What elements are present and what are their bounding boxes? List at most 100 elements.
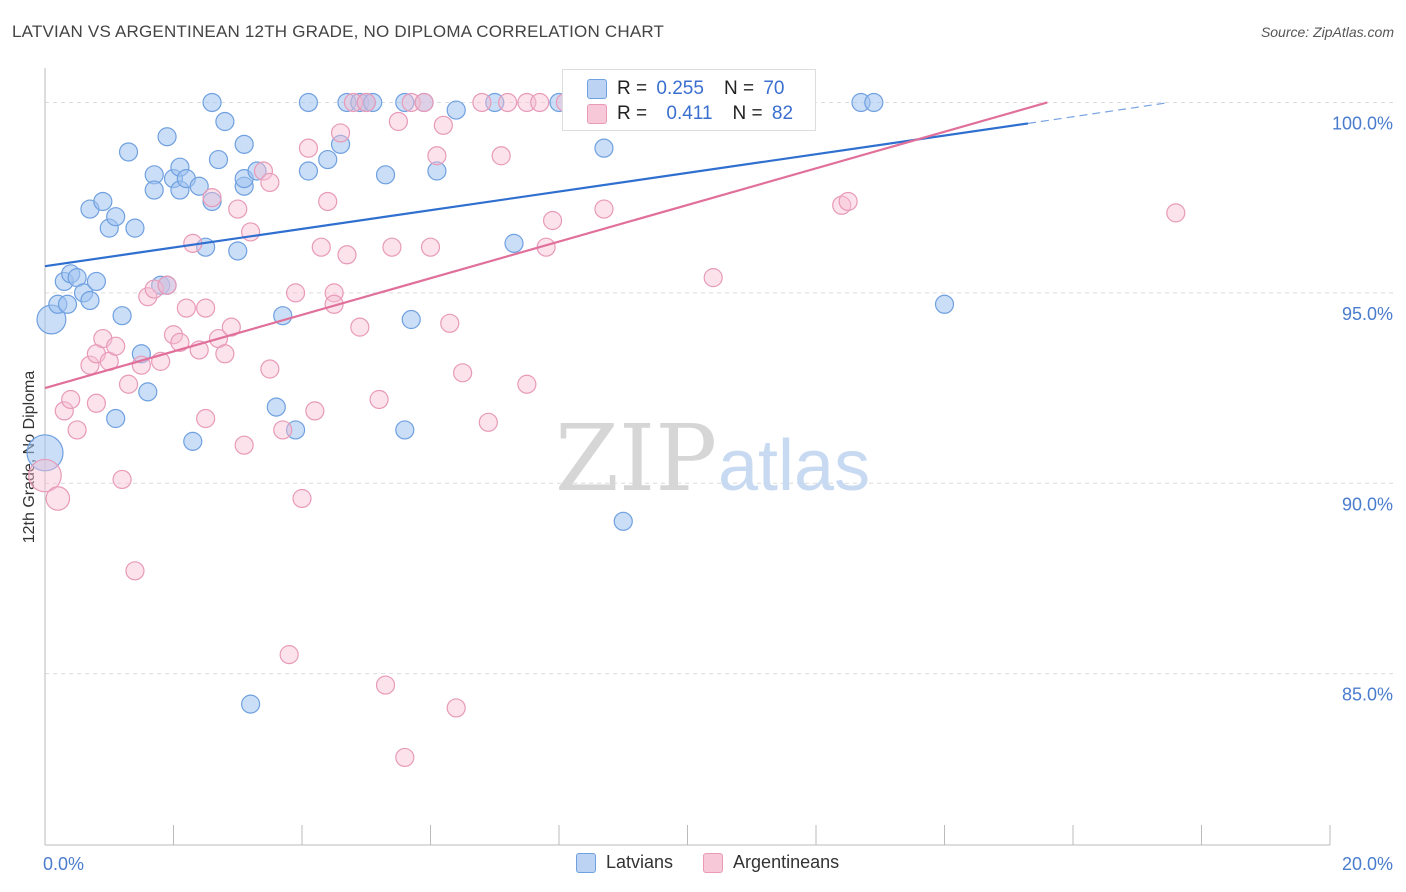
trend-lines [44, 101, 1170, 390]
latvian-point [157, 127, 177, 147]
latvian-point [594, 138, 614, 158]
argentinean-point [1166, 203, 1186, 223]
latvian-point [395, 420, 415, 440]
argentinean-trend-line [44, 101, 1048, 390]
argentinean-point [388, 111, 408, 132]
argentinean-point [530, 92, 550, 113]
argentinean-point [260, 359, 280, 379]
r-label: R = [617, 103, 648, 124]
argentinean-point [170, 332, 190, 352]
stats-legend: R = 0.255 N = 70 R = 0.411 N = 82 [562, 69, 816, 131]
argentinean-point [196, 408, 216, 429]
argentinean-point [330, 123, 351, 143]
argentinean-point [163, 325, 184, 345]
latvian-point [86, 271, 107, 292]
argentinean-point [298, 138, 319, 158]
argentinean-point [28, 458, 62, 493]
latvian-point [934, 294, 955, 314]
latvian-point [118, 142, 139, 162]
latvian-point [864, 92, 884, 113]
argentinean-point [375, 675, 396, 695]
legend-item-latvians: Latvians [576, 852, 673, 873]
argentinean-point [125, 561, 145, 581]
argentinean-point [311, 237, 331, 257]
argentinean-point [427, 146, 447, 166]
latvian-point [183, 431, 203, 451]
latvian-point [208, 149, 229, 170]
argentinean-point [196, 298, 216, 318]
latvian-point [298, 92, 319, 113]
argentineans-swatch [587, 104, 607, 124]
latvian-point [241, 694, 261, 714]
stats-row-argentineans: R = 0.411 N = 82 [587, 102, 793, 126]
argentinean-point [324, 283, 344, 303]
chart-title: LATVIAN VS ARGENTINEAN 12TH GRADE, NO DI… [12, 22, 665, 41]
argentinean-point [472, 92, 492, 113]
latvian-point [144, 180, 164, 200]
latvian-point [57, 294, 78, 314]
latvian-point [266, 397, 286, 417]
argentinean-point [337, 245, 357, 265]
argentinean-point [838, 191, 858, 212]
argentinean-point [324, 294, 344, 314]
latvian-point [395, 92, 415, 113]
y-tick-label: 95.0% [1342, 304, 1393, 324]
r-value: 0.255 [656, 78, 704, 99]
watermark-atlas: atlas [718, 426, 870, 506]
latvian-point [247, 161, 267, 181]
argentinean-point [542, 210, 563, 231]
argentinean-point [498, 92, 518, 113]
x-tick-label: 0.0% [43, 854, 84, 874]
legend-label: Latvians [606, 852, 674, 872]
argentinean-point [453, 363, 473, 383]
n-label: N = [732, 103, 763, 124]
argentinean-point [305, 401, 325, 421]
latvian-point [446, 100, 466, 120]
r-label: R = [617, 78, 648, 99]
latvian-point [228, 241, 248, 261]
argentinean-point [228, 199, 248, 219]
latvian-trend-extension [1027, 101, 1170, 124]
source-label: Source: ZipAtlas.com [1260, 24, 1394, 40]
n-label: N = [723, 78, 755, 99]
stats-row-latvians: R = 0.255 N = 70 [587, 77, 784, 101]
argentinean-point [292, 488, 312, 509]
argentinean-point [446, 698, 466, 718]
argentinean-point [234, 435, 254, 455]
latvian-point [189, 176, 209, 196]
watermark-zip: ZIP [555, 405, 717, 512]
latvians-legend-swatch [576, 852, 596, 873]
watermark: ZIP atlas [555, 405, 870, 512]
argentinean-point [395, 747, 415, 768]
latvian-point [138, 382, 158, 402]
latvian-point [112, 306, 132, 326]
n-value: 82 [771, 103, 794, 124]
latvian-point [215, 111, 235, 132]
argentinean-point [112, 469, 132, 490]
legend-label: Argentineans [733, 852, 840, 872]
y-tick-label: 85.0% [1342, 685, 1393, 705]
x-tick-label: 20.0% [1342, 854, 1393, 874]
latvian-point [318, 149, 338, 170]
latvian-point [80, 290, 100, 311]
argentinean-point [131, 355, 151, 375]
latvian-point [504, 233, 524, 253]
argentinean-point [144, 279, 164, 299]
argentinean-point [67, 420, 87, 440]
argentinean-point [45, 486, 71, 511]
argentineans-legend-swatch [703, 852, 724, 873]
argentinean-point [478, 412, 498, 432]
bottom-legend: Latvians Argentineans [576, 852, 859, 873]
argentinean-point [369, 389, 389, 410]
argentinean-point [491, 146, 511, 166]
argentinean-point [318, 191, 338, 212]
latvian-point [125, 218, 145, 238]
argentinean-point [221, 317, 241, 337]
latvian-point [202, 92, 222, 113]
latvian-point [298, 161, 319, 181]
argentinean-point [440, 313, 460, 333]
y-tick-label: 90.0% [1342, 494, 1393, 514]
argentinean-point [273, 420, 293, 440]
argentinean-point [285, 283, 306, 303]
argentinean-point [106, 336, 126, 356]
